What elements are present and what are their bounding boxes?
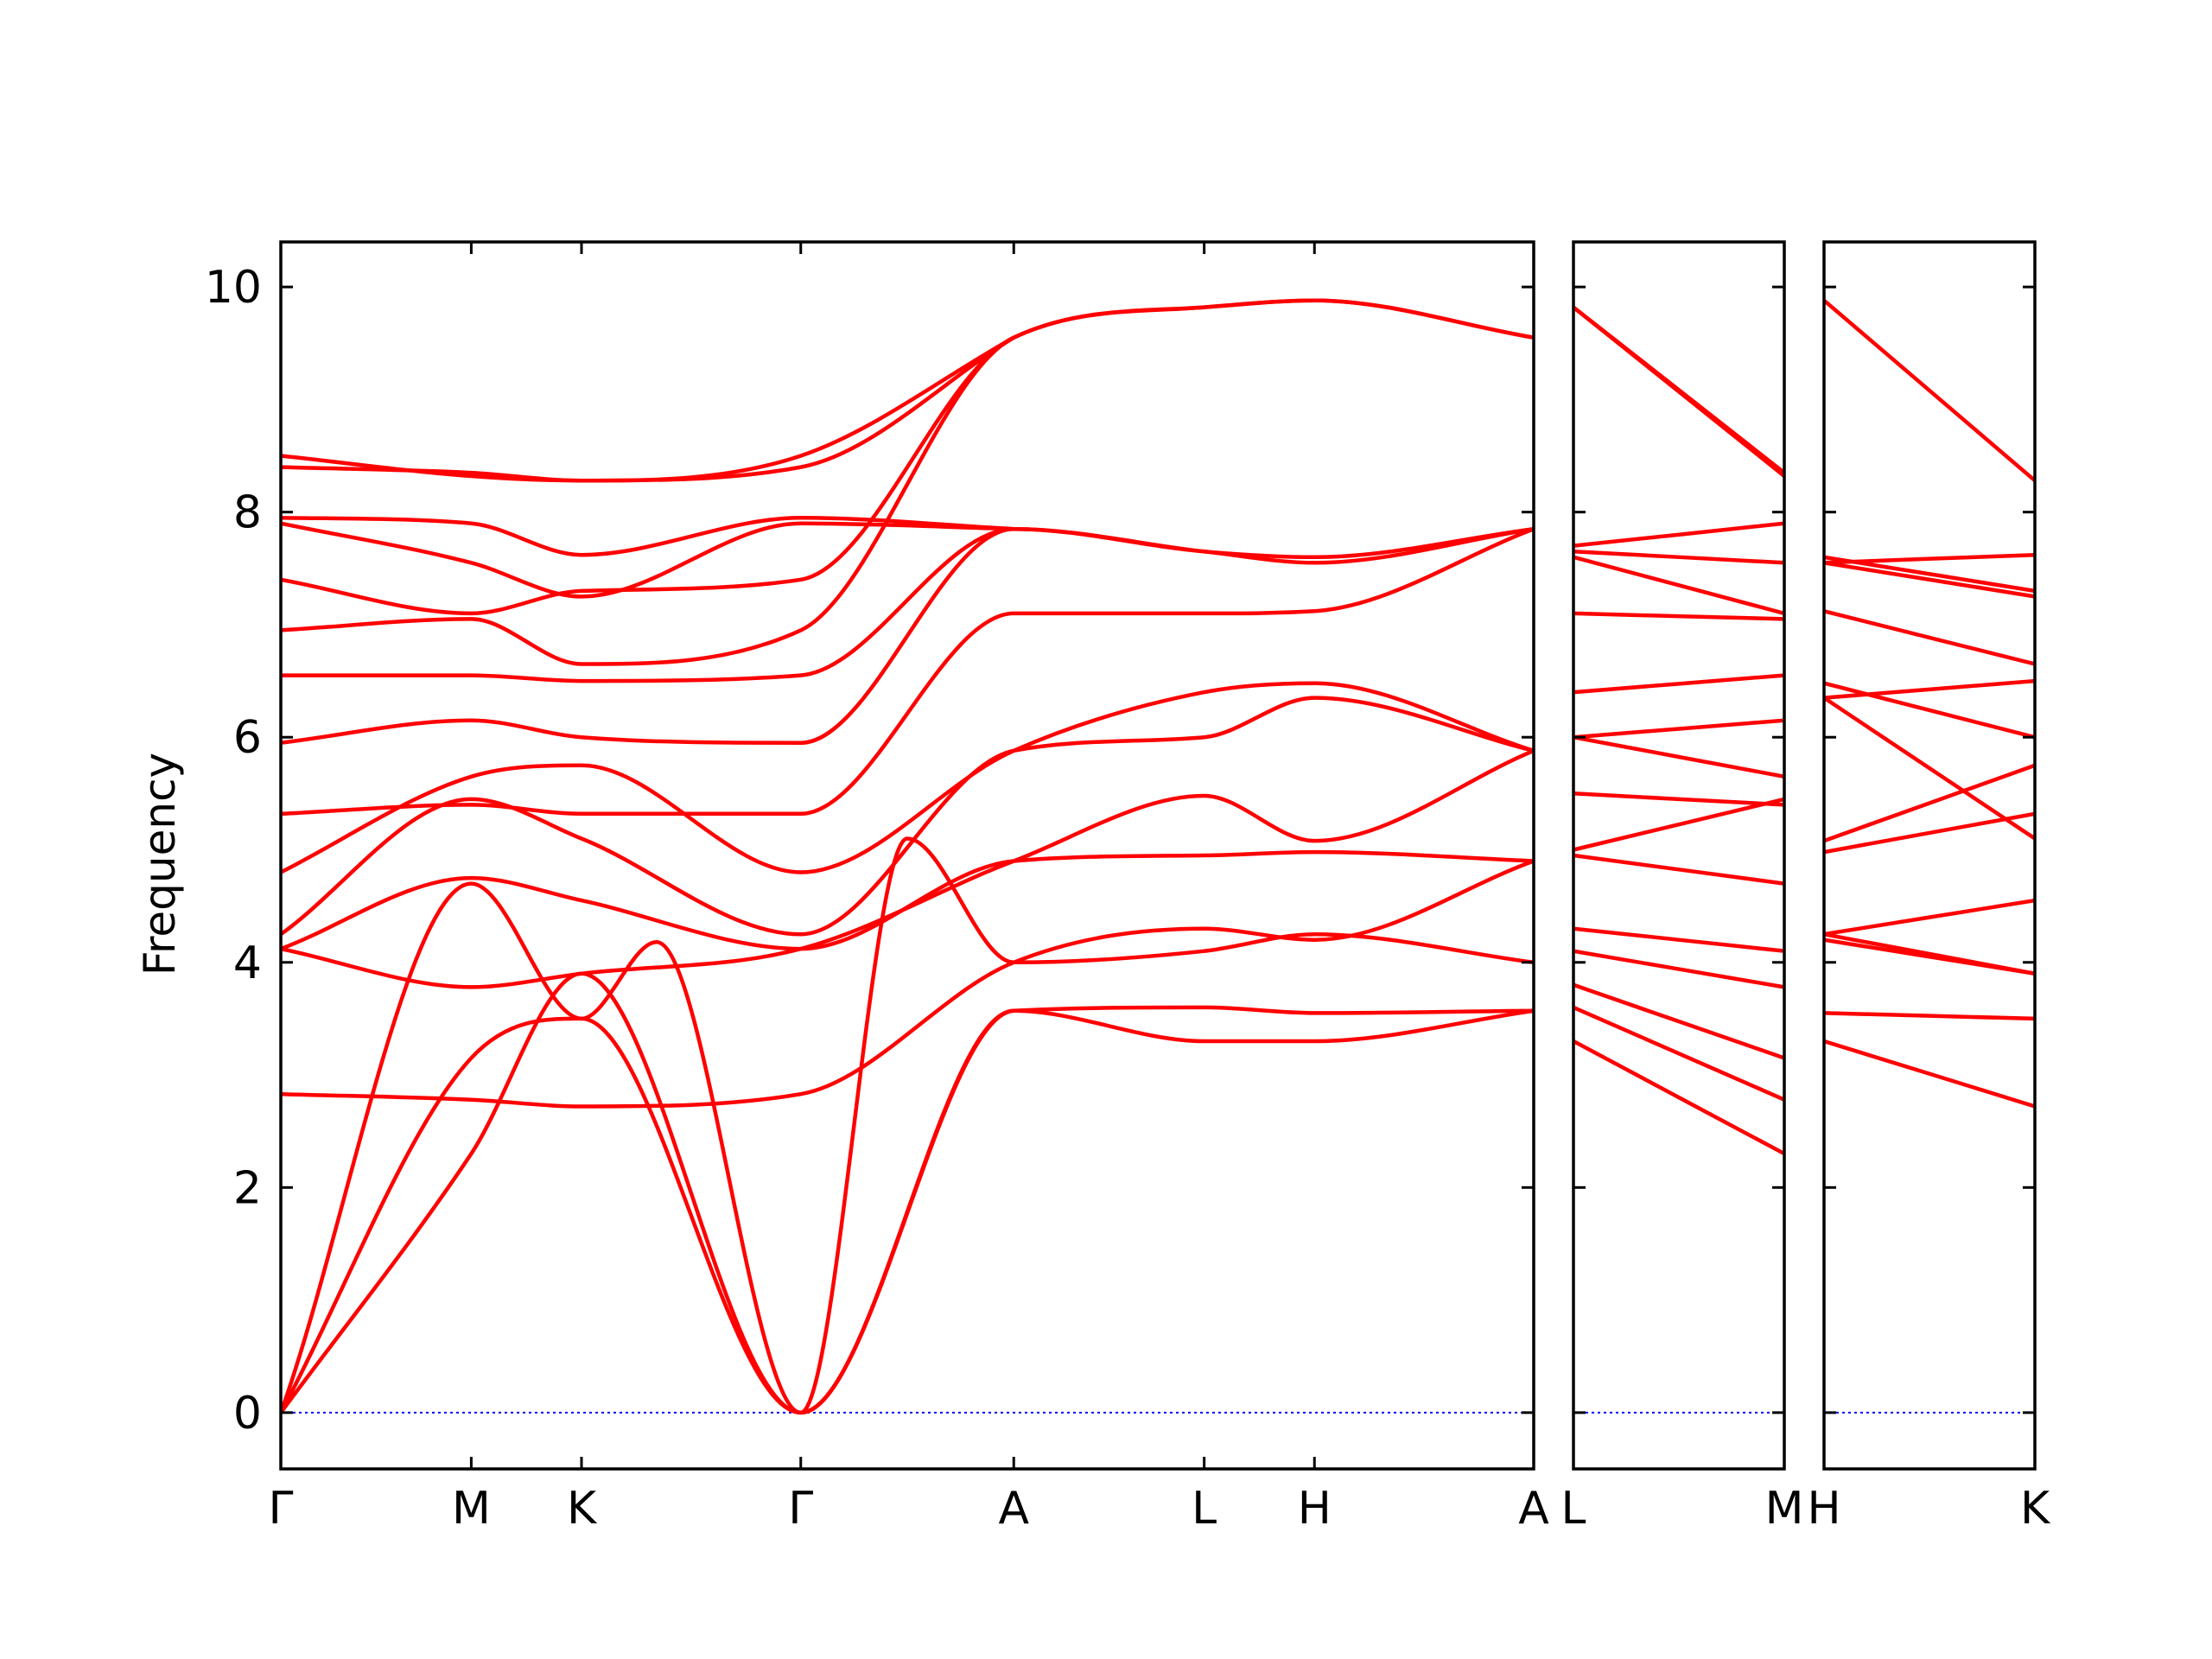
- band-line-10: [1573, 718, 1784, 740]
- band-line-10: [281, 526, 1534, 745]
- x-tick-label: A: [1518, 1483, 1549, 1535]
- band-line-8: [1573, 791, 1784, 807]
- x-tick-label: Γ: [269, 1483, 294, 1535]
- band-line-3: [1573, 982, 1784, 1060]
- band-line-3: [281, 836, 1534, 1415]
- band-line-13: [1573, 555, 1784, 616]
- band-line-9: [1824, 681, 2035, 740]
- band-line-10: [1824, 678, 2035, 700]
- band-line-6: [1573, 853, 1784, 886]
- x-tick-label: K: [567, 1483, 598, 1535]
- plot-frame: [279, 240, 1535, 1471]
- band-line-16: [281, 335, 1016, 483]
- band-line-7: [1824, 763, 2035, 843]
- x-tick-label: M: [452, 1483, 491, 1535]
- x-tick-label: M: [1765, 1483, 1804, 1535]
- x-tick-label: L: [1192, 1483, 1217, 1535]
- y-tick-label: 10: [205, 262, 262, 314]
- y-axis-label: Frequency: [135, 753, 185, 976]
- band-line-7: [1573, 797, 1784, 852]
- band-line-5: [1573, 926, 1784, 953]
- band-line-7: [281, 696, 1534, 937]
- band-line-8: [1824, 696, 2035, 841]
- x-tick-label: H: [1298, 1483, 1332, 1535]
- bands: [1573, 305, 1784, 1156]
- band-line-4: [1573, 949, 1784, 989]
- band-line-17: [281, 335, 1016, 483]
- band-line-13: [281, 298, 1534, 616]
- band-line-6: [281, 748, 1534, 989]
- band-line-2: [281, 1005, 1534, 1415]
- x-tick-label: H: [1807, 1483, 1840, 1535]
- band-line-11: [281, 526, 1534, 683]
- x-tick-label: A: [998, 1483, 1029, 1535]
- plot-frame: [1822, 240, 2037, 1471]
- band-line-1: [1573, 1039, 1784, 1156]
- band-line-9: [1573, 734, 1784, 779]
- band-line-12: [281, 298, 1534, 666]
- band-line-5: [1824, 898, 2035, 937]
- bands: [1824, 298, 2035, 1109]
- panel-1: 0 2 4 6 8 10 Γ M K Γ A L H A: [205, 240, 1549, 1535]
- band-line-1: [1824, 1039, 2035, 1109]
- band-line-14: [1824, 552, 2035, 565]
- band-line-1: [281, 971, 1534, 1415]
- x-tick-label: Γ: [788, 1483, 813, 1535]
- band-line-2: [1824, 1011, 2035, 1021]
- band-line-4: [281, 859, 1534, 1109]
- y-tick-label: 8: [233, 487, 262, 539]
- plot-frame: [1572, 240, 1786, 1471]
- x-tick-label: L: [1561, 1483, 1586, 1535]
- band-line-17: [1573, 305, 1784, 479]
- band-line-2: [1573, 1005, 1784, 1102]
- bands: [281, 298, 1534, 1415]
- band-line-12: [1573, 611, 1784, 621]
- band-line-9: [281, 526, 1534, 817]
- band-line-11: [1573, 673, 1784, 695]
- band-line-4: [1824, 931, 2035, 976]
- band-line-12: [1824, 561, 2035, 599]
- y-tick-label: 0: [233, 1388, 262, 1440]
- band-line-14: [1573, 550, 1784, 565]
- x-tick-label: K: [2020, 1483, 2051, 1535]
- y-tick-label: 4: [233, 938, 262, 989]
- band-line-14: [281, 521, 1016, 599]
- band-line-6: [1824, 811, 2035, 855]
- y-tick-label: 2: [233, 1162, 262, 1214]
- band-line-15: [1824, 298, 2035, 483]
- band-line-15: [281, 515, 1016, 557]
- band-line-15: [1573, 521, 1784, 548]
- band-line-11: [1824, 609, 2035, 666]
- y-tick-label: 6: [233, 712, 262, 764]
- band-line-8: [281, 681, 1534, 874]
